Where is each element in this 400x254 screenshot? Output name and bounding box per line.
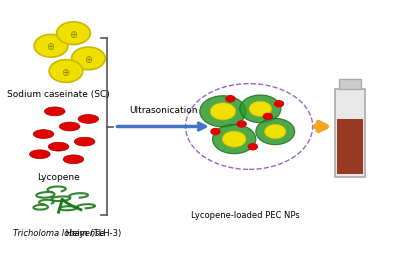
Circle shape — [237, 121, 246, 128]
Circle shape — [256, 119, 295, 145]
Text: $\oplus$: $\oplus$ — [61, 66, 71, 77]
Circle shape — [211, 129, 220, 135]
Text: Sodium caseinate (SC): Sodium caseinate (SC) — [7, 90, 110, 99]
Circle shape — [274, 101, 284, 107]
Circle shape — [226, 96, 235, 102]
Circle shape — [222, 132, 246, 148]
Circle shape — [240, 96, 281, 123]
Text: Ultrasonication: Ultrasonication — [129, 105, 198, 115]
Circle shape — [249, 102, 272, 117]
FancyArrowPatch shape — [316, 123, 326, 131]
FancyBboxPatch shape — [337, 119, 363, 175]
Circle shape — [72, 48, 105, 70]
Circle shape — [34, 35, 68, 58]
Circle shape — [248, 144, 257, 150]
Text: Lycopene: Lycopene — [37, 173, 80, 182]
FancyArrowPatch shape — [117, 124, 205, 130]
Text: $\oplus$: $\oplus$ — [69, 28, 78, 40]
Circle shape — [210, 103, 236, 120]
Text: Heim (TLH-3): Heim (TLH-3) — [63, 228, 121, 237]
Ellipse shape — [60, 123, 80, 131]
Ellipse shape — [48, 143, 69, 151]
Ellipse shape — [63, 155, 84, 164]
Ellipse shape — [30, 150, 50, 159]
FancyBboxPatch shape — [339, 79, 361, 89]
Circle shape — [212, 125, 256, 154]
Text: Lycopene-loaded PEC NPs: Lycopene-loaded PEC NPs — [191, 211, 300, 219]
Ellipse shape — [78, 115, 99, 124]
Ellipse shape — [44, 107, 65, 116]
Text: $\oplus$: $\oplus$ — [84, 54, 93, 65]
FancyBboxPatch shape — [335, 89, 365, 177]
Circle shape — [200, 96, 246, 128]
Circle shape — [264, 125, 286, 139]
Ellipse shape — [33, 130, 54, 139]
Circle shape — [49, 60, 83, 83]
Text: Tricholoma lobayense: Tricholoma lobayense — [13, 228, 104, 237]
Circle shape — [57, 23, 90, 45]
Circle shape — [263, 114, 272, 120]
Ellipse shape — [74, 138, 95, 147]
Text: $\oplus$: $\oplus$ — [46, 41, 56, 52]
